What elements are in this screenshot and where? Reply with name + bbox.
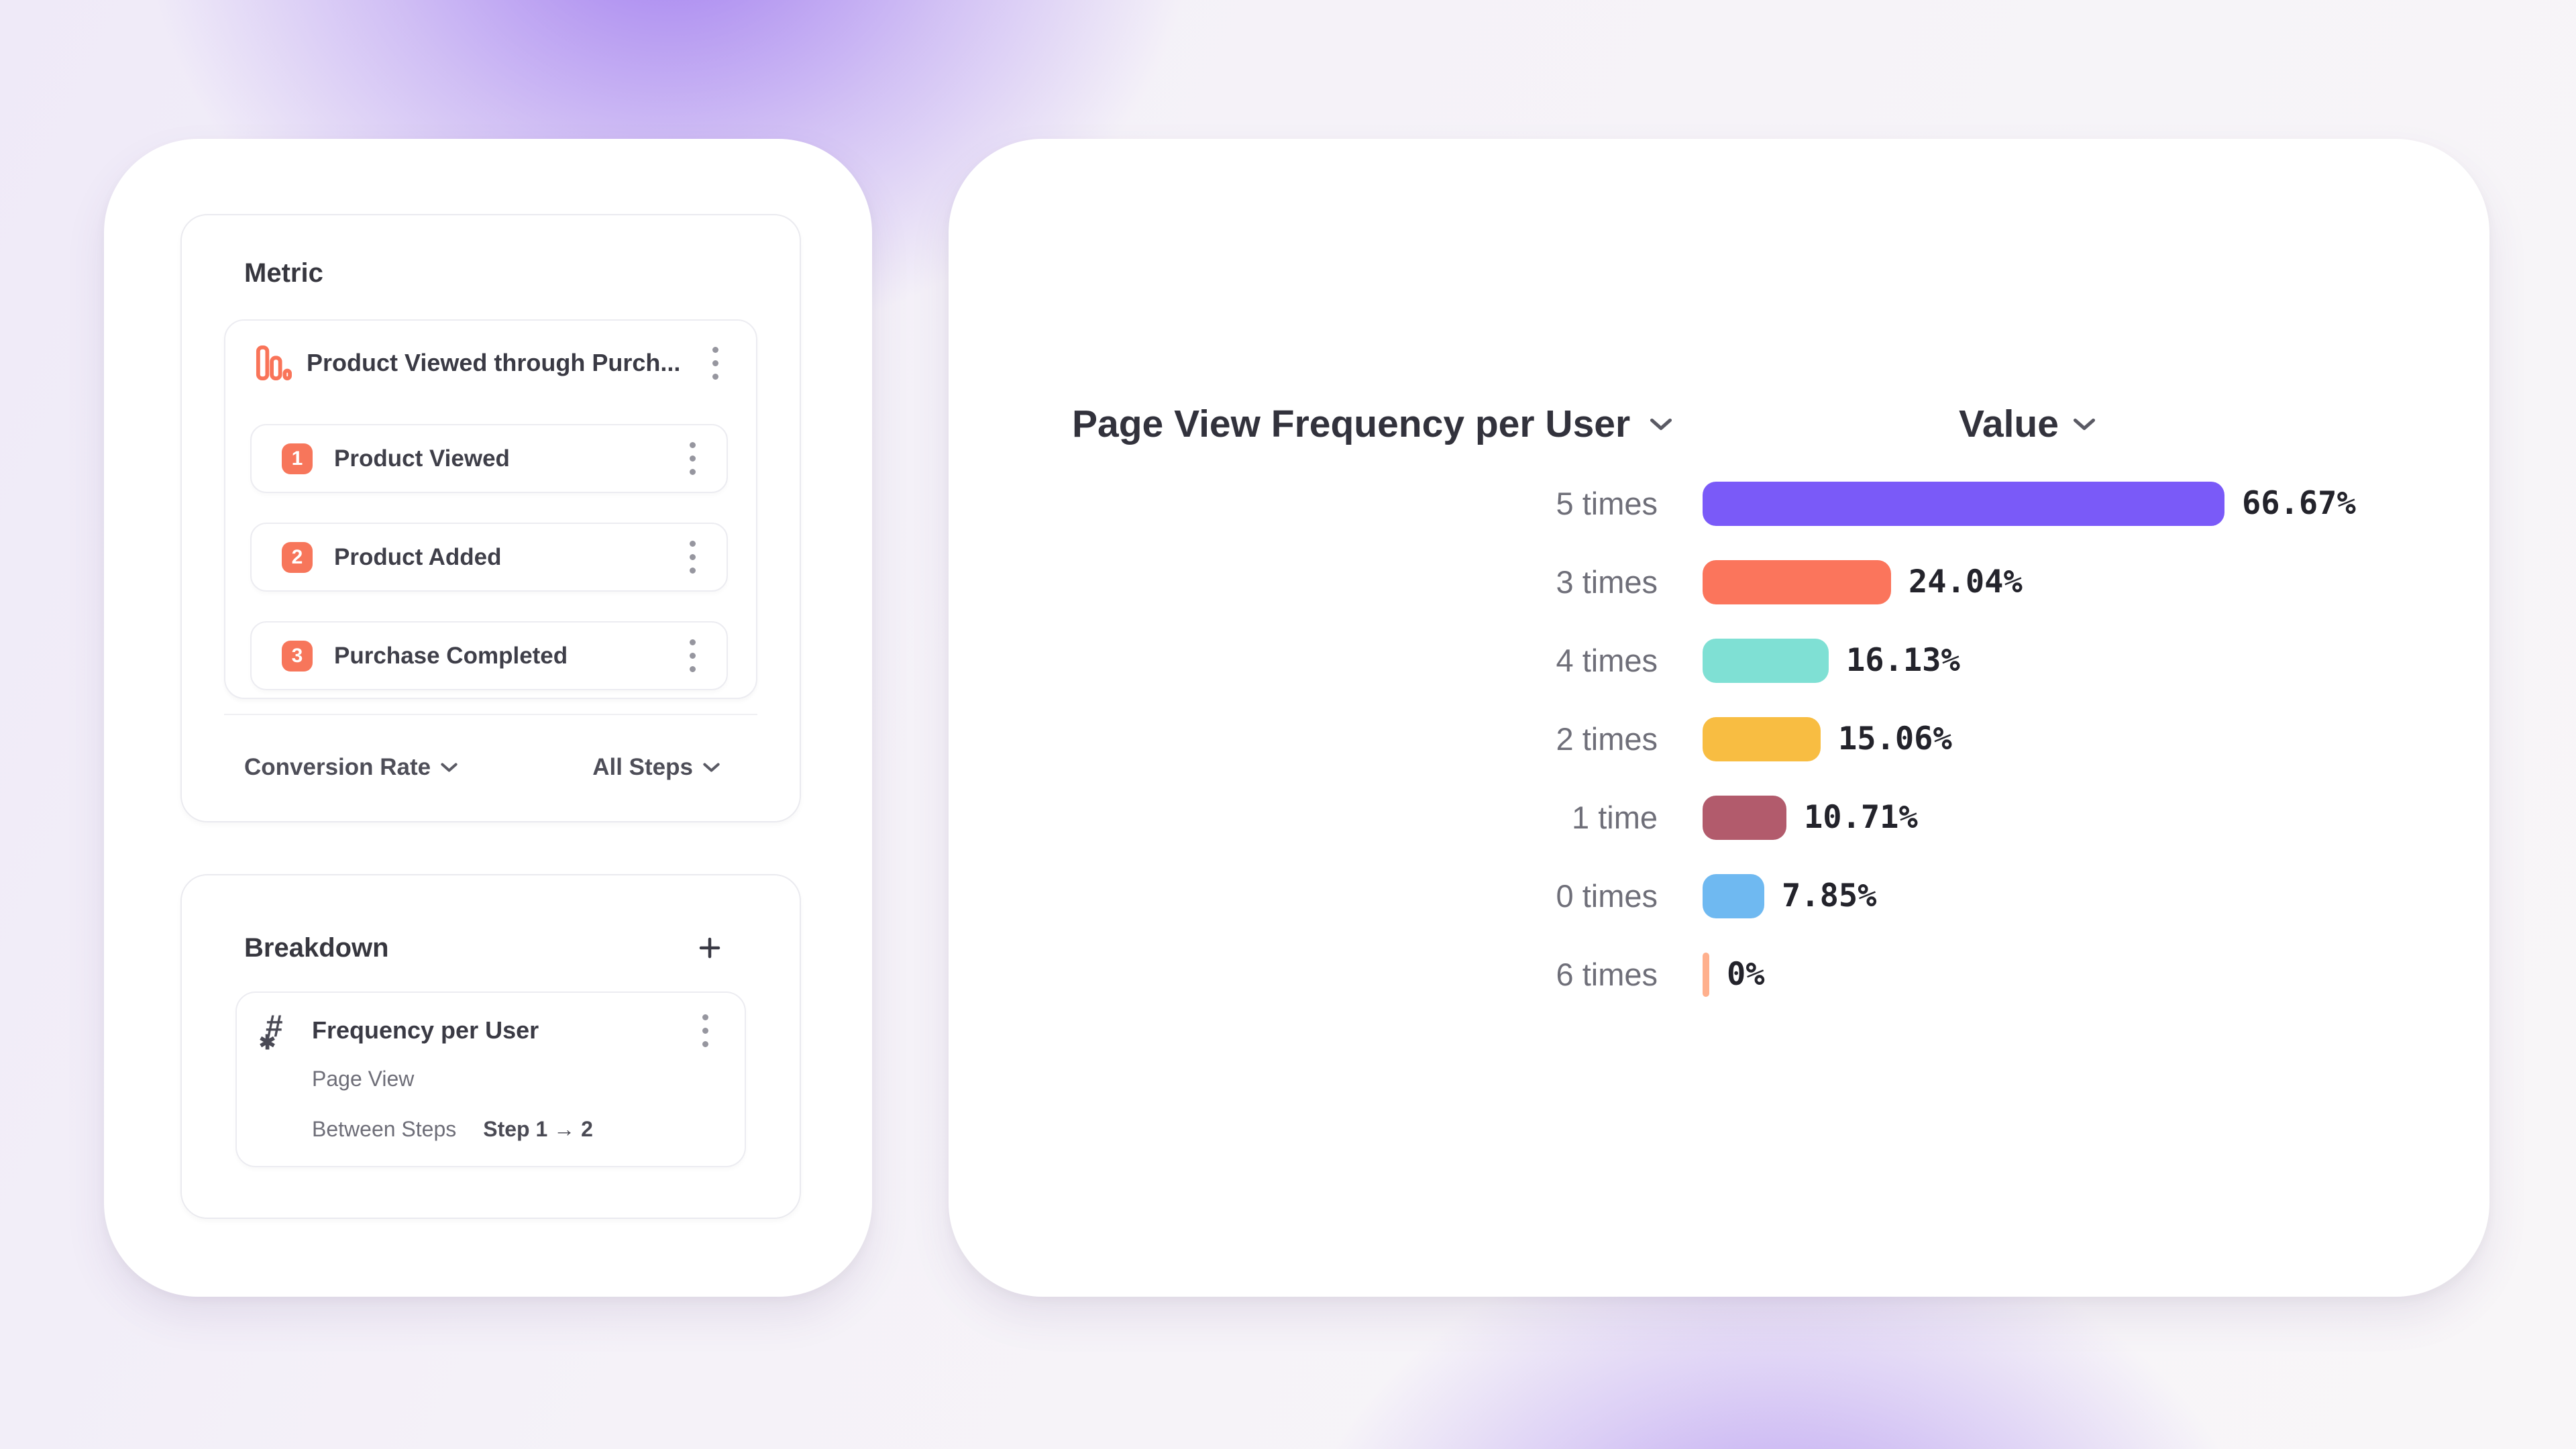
breakdown-scope-value[interactable]: Step 1 → 2: [483, 1117, 593, 1141]
chart-breakdown-dropdown[interactable]: Page View Frequency per User: [1072, 402, 1673, 446]
bar-row: 6 times 0%: [949, 935, 2489, 1014]
funnel-metric-name: Product Viewed through Purch...: [307, 349, 681, 376]
bar-segment[interactable]: [1703, 952, 1709, 997]
bar-value-label: 16.13%: [1846, 642, 1960, 679]
bar-value-label: 7.85%: [1782, 877, 1877, 914]
bar-row: 2 times 15.06%: [949, 700, 2489, 778]
bar-segment[interactable]: [1703, 559, 1891, 604]
breakdown-scope-label: Between Steps: [312, 1117, 457, 1141]
divider: [224, 714, 757, 715]
bar-category-label: 5 times: [1556, 486, 1658, 521]
bar-row: 1 time 10.71%: [949, 778, 2489, 857]
bar-row: 5 times 66.67%: [949, 464, 2489, 543]
value-column-dropdown[interactable]: Value: [1959, 402, 2096, 446]
kebab-menu-icon[interactable]: [698, 1010, 712, 1051]
funnel-step-row[interactable]: 3 Purchase Completed: [250, 621, 728, 690]
funnel-chart-icon: [256, 345, 292, 381]
measurement-dropdown[interactable]: Conversion Rate: [244, 754, 458, 781]
bar-value-label: 66.67%: [2242, 485, 2356, 522]
bar-segment[interactable]: [1703, 873, 1764, 918]
step-event-label: Product Viewed: [334, 445, 510, 472]
value-column-header: Value: [1959, 402, 2059, 445]
chart-title: Page View Frequency per User: [1072, 402, 1631, 445]
kebab-menu-icon[interactable]: [686, 438, 700, 479]
bar-value-label: 24.04%: [1909, 564, 2023, 600]
add-breakdown-button[interactable]: [697, 935, 722, 961]
bar-category-label: 3 times: [1556, 564, 1658, 600]
bar-value-label: 10.71%: [1804, 799, 1918, 836]
step-event-label: Product Added: [334, 543, 502, 570]
bar-category-label: 4 times: [1556, 643, 1658, 678]
step-number-badge: 2: [282, 541, 313, 573]
step-number-badge: 1: [282, 443, 313, 474]
kebab-menu-icon[interactable]: [686, 537, 700, 578]
bar-row: 3 times 24.04%: [949, 543, 2489, 621]
breakdown-event-name: Page View: [312, 1067, 415, 1091]
chevron-down-icon: [703, 763, 720, 772]
numeric-property-icon: # ✱: [259, 1008, 283, 1054]
breakdown-item[interactable]: # ✱ Frequency per User Page View Between …: [235, 991, 746, 1167]
step-number-badge: 3: [282, 640, 313, 672]
funnel-steps-list: 1 Product Viewed 2 Product Added 3 Purch…: [225, 405, 756, 690]
bar-category-label: 0 times: [1556, 878, 1658, 914]
chart-panel: Page View Frequency per User Value 5 tim…: [949, 139, 2489, 1297]
bar-value-label: 15.06%: [1838, 720, 1952, 757]
funnel-metric-header[interactable]: Product Viewed through Purch...: [225, 321, 756, 405]
chevron-down-icon: [1650, 418, 1672, 430]
chevron-down-icon: [2073, 418, 2095, 430]
bar-row: 0 times 7.85%: [949, 857, 2489, 935]
chevron-down-icon: [441, 763, 458, 772]
funnel-step-row[interactable]: 2 Product Added: [250, 523, 728, 592]
breakdown-card: Breakdown # ✱ Frequency per User Page Vie…: [180, 874, 801, 1219]
funnel-metric-group[interactable]: Product Viewed through Purch... 1 Produc…: [224, 319, 757, 699]
funnel-step-row[interactable]: 1 Product Viewed: [250, 424, 728, 493]
metric-card: Metric Product Viewed through Purch... 1…: [180, 214, 801, 822]
bar-category-label: 6 times: [1556, 957, 1658, 992]
kebab-menu-icon[interactable]: [708, 343, 722, 384]
breakdown-section-title: Breakdown: [244, 932, 389, 963]
step-event-label: Purchase Completed: [334, 642, 568, 669]
query-builder-panel: Metric Product Viewed through Purch... 1…: [104, 139, 872, 1297]
bar-value-label: 0%: [1727, 956, 1765, 993]
breakdown-property-name: Frequency per User: [312, 1016, 539, 1044]
bar-segment[interactable]: [1703, 716, 1821, 761]
bar-segment[interactable]: [1703, 638, 1829, 683]
bar-category-label: 2 times: [1556, 721, 1658, 757]
bar-segment[interactable]: [1703, 795, 1786, 840]
bar-segment[interactable]: [1703, 481, 2224, 526]
kebab-menu-icon[interactable]: [686, 635, 700, 676]
metric-section-title: Metric: [244, 258, 323, 288]
steps-filter-dropdown[interactable]: All Steps: [592, 754, 720, 781]
bar-category-label: 1 time: [1572, 800, 1658, 835]
bar-row: 4 times 16.13%: [949, 621, 2489, 700]
metric-footer: Conversion Rate All Steps: [244, 747, 720, 788]
bar-chart: 5 times 66.67% 3 times 24.04% 4 times 16…: [949, 464, 2489, 1014]
